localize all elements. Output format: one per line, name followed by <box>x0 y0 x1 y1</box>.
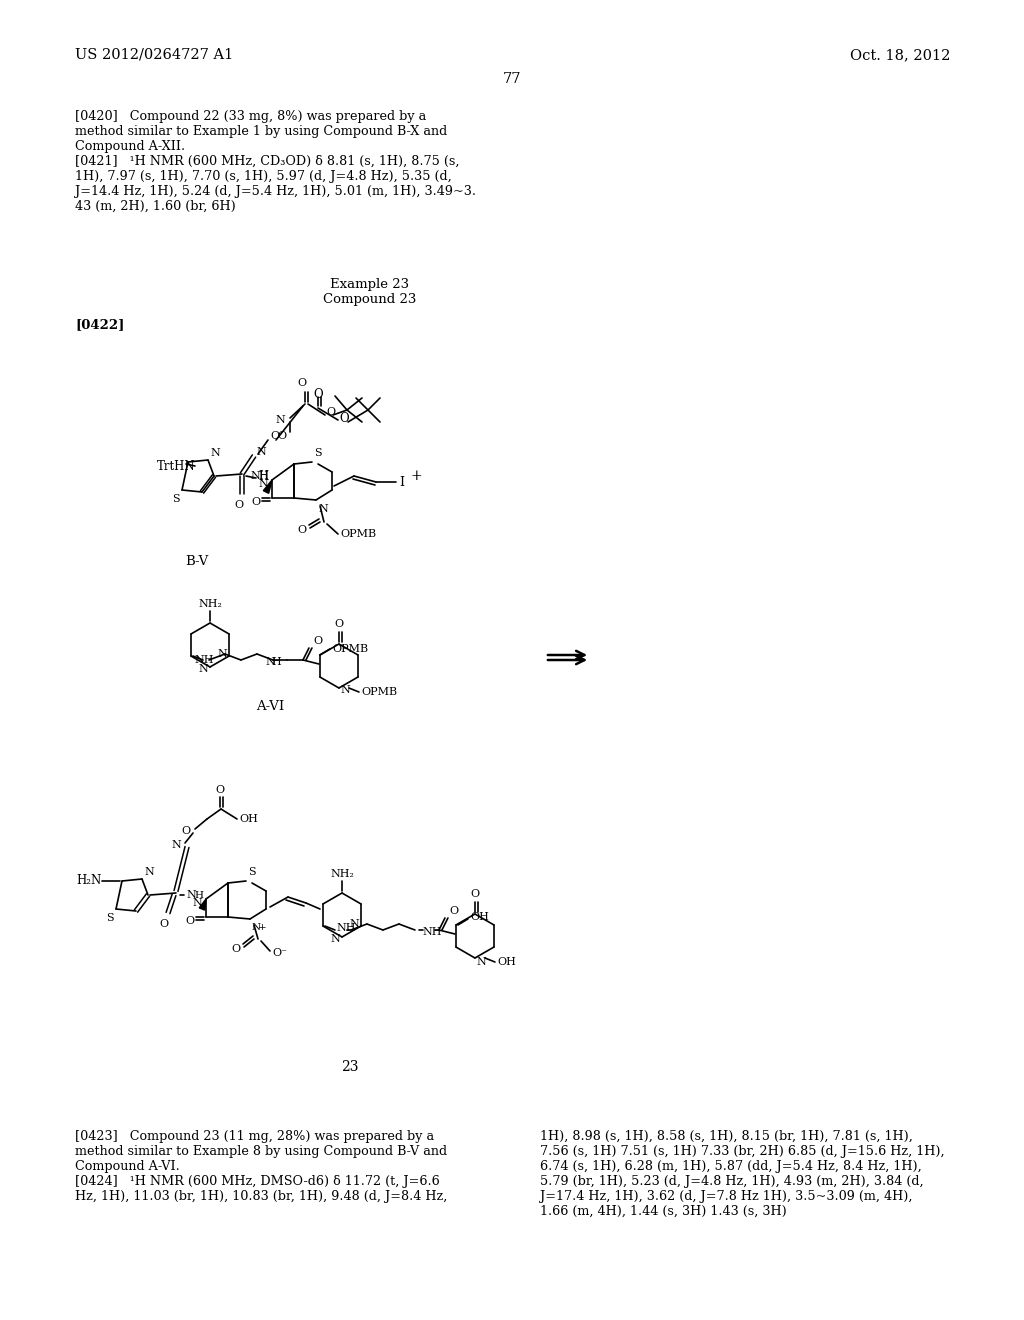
Text: O⁻: O⁻ <box>272 948 287 958</box>
Text: N: N <box>252 923 261 932</box>
Text: S: S <box>314 447 322 458</box>
Text: NH: NH <box>423 927 442 937</box>
Text: N: N <box>477 957 486 968</box>
Text: O: O <box>339 412 348 425</box>
Text: H: H <box>258 471 267 480</box>
Text: S: S <box>172 494 180 504</box>
Text: N: N <box>349 919 359 929</box>
Text: N: N <box>193 898 202 908</box>
Text: A-VI: A-VI <box>256 700 284 713</box>
Text: O: O <box>297 525 306 535</box>
Text: N: N <box>144 867 154 876</box>
Text: O: O <box>215 785 224 795</box>
Text: H: H <box>194 891 203 899</box>
Text: N: N <box>210 447 220 458</box>
Text: +: + <box>258 923 266 932</box>
Text: O: O <box>335 619 343 630</box>
Text: S: S <box>248 867 256 876</box>
Polygon shape <box>200 899 206 909</box>
Text: O: O <box>234 500 244 510</box>
Text: N: N <box>275 414 285 425</box>
Text: US 2012/0264727 A1: US 2012/0264727 A1 <box>75 48 233 62</box>
Text: Example 23: Example 23 <box>331 279 410 290</box>
Text: OPMB: OPMB <box>332 644 368 653</box>
Text: [0423]   Compound 23 (11 mg, 28%) was prepared by a
method similar to Example 8 : [0423] Compound 23 (11 mg, 28%) was prep… <box>75 1130 447 1203</box>
Text: N: N <box>250 471 260 480</box>
Text: O: O <box>470 888 479 899</box>
Text: TrtHN: TrtHN <box>157 459 196 473</box>
Text: O: O <box>185 916 194 927</box>
Text: I: I <box>399 475 404 488</box>
Text: O: O <box>313 636 323 645</box>
Text: OPMB: OPMB <box>340 529 376 539</box>
Text: OH: OH <box>239 814 258 824</box>
Text: N: N <box>186 890 196 900</box>
Text: O: O <box>160 919 169 929</box>
Text: N: N <box>331 935 340 944</box>
Text: N: N <box>265 657 275 667</box>
Text: NH: NH <box>337 923 356 933</box>
Text: 77: 77 <box>503 73 521 86</box>
Text: [0422]: [0422] <box>75 318 124 331</box>
Text: N: N <box>256 447 266 457</box>
Text: H₂N: H₂N <box>76 874 101 887</box>
Text: N: N <box>199 664 208 675</box>
Text: O: O <box>297 378 306 388</box>
Text: H: H <box>258 470 268 483</box>
Polygon shape <box>263 480 272 494</box>
Text: O: O <box>313 388 323 401</box>
Text: 1H), 8.98 (s, 1H), 8.58 (s, 1H), 8.15 (br, 1H), 7.81 (s, 1H),
7.56 (s, 1H) 7.51 : 1H), 8.98 (s, 1H), 8.58 (s, 1H), 8.15 (b… <box>540 1130 944 1218</box>
Text: NH: NH <box>195 655 214 665</box>
Text: B-V: B-V <box>185 554 208 568</box>
Text: NH₂: NH₂ <box>330 869 354 879</box>
Text: NH₂: NH₂ <box>198 599 222 609</box>
Text: O: O <box>230 944 240 954</box>
Text: O: O <box>181 826 190 836</box>
Text: OH: OH <box>470 912 488 921</box>
Text: OPMB: OPMB <box>360 686 397 697</box>
Text: [0420]   Compound 22 (33 mg, 8%) was prepared by a
method similar to Example 1 b: [0420] Compound 22 (33 mg, 8%) was prepa… <box>75 110 476 213</box>
Text: O: O <box>270 432 280 441</box>
Text: Oct. 18, 2012: Oct. 18, 2012 <box>850 48 950 62</box>
Text: N: N <box>341 685 350 696</box>
Text: N: N <box>217 649 227 659</box>
Text: +: + <box>410 469 422 483</box>
Text: N: N <box>318 504 328 513</box>
Text: 23: 23 <box>341 1060 358 1074</box>
Text: O: O <box>251 498 260 507</box>
Text: O: O <box>449 906 458 916</box>
Text: H: H <box>271 657 281 667</box>
Text: OH: OH <box>497 957 516 968</box>
Text: N: N <box>171 840 181 850</box>
Text: N: N <box>258 479 268 488</box>
Text: O: O <box>278 432 287 441</box>
Text: O: O <box>326 407 335 417</box>
Text: S: S <box>106 913 114 923</box>
Text: Compound 23: Compound 23 <box>324 293 417 306</box>
